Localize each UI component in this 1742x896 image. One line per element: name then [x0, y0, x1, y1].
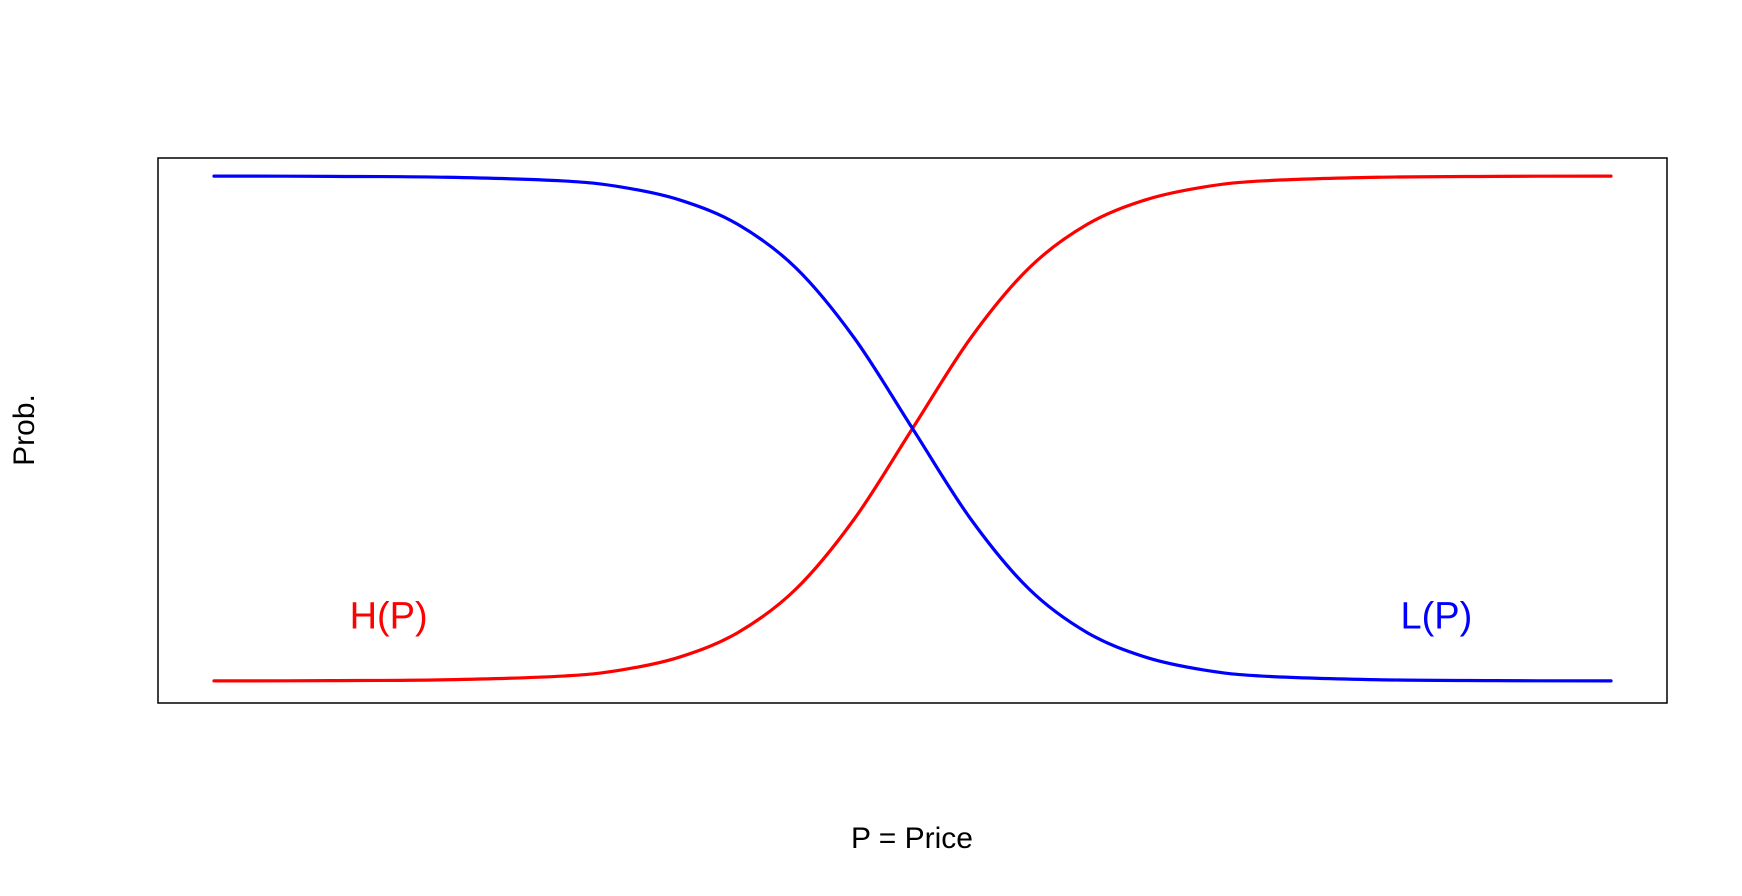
series-layer — [212, 174, 1613, 683]
x-axis-label: P = Price — [851, 822, 973, 855]
annotation-h-p: H(P) — [350, 596, 428, 638]
series-line-l-p — [212, 174, 1613, 683]
annotation-layer: H(P) L(P) — [350, 596, 1473, 638]
plot-frame — [157, 157, 1668, 704]
annotation-l-p: L(P) — [1400, 596, 1472, 638]
y-axis-label: Prob. — [8, 394, 41, 466]
